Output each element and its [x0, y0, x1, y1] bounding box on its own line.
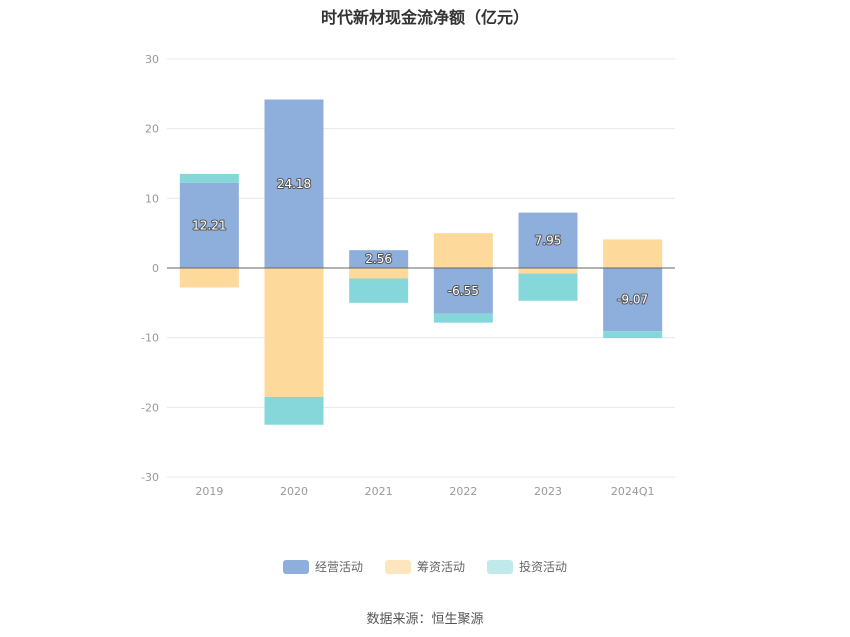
x-tick-label: 2019	[195, 485, 223, 498]
axis-ticks: 30 20 10 0 -10 -20 -30 2019 2020 2021 2022 2023 2024…	[141, 53, 654, 498]
legend-label-investing: 投资活动	[519, 560, 568, 574]
bar-2022-series-0[interactable]	[433, 268, 493, 314]
data-label-2021: 2.56	[365, 252, 392, 266]
legend-swatch-operating	[282, 559, 309, 574]
y-tick-label: 30	[145, 53, 159, 66]
legend-swatch-investing	[487, 559, 513, 574]
bar-2023-series-0[interactable]	[518, 212, 578, 268]
data-label-2020: 24.18	[277, 177, 311, 191]
x-tick-label: 2023	[534, 485, 562, 498]
data-source: 数据来源：恒生聚源	[366, 612, 484, 627]
x-tick-label: 2021	[365, 485, 393, 498]
y-tick-label: 20	[145, 123, 159, 136]
y-tick-label: -30	[141, 471, 159, 484]
data-labels: 12.21 24.18 2.56 -6.55 7.95 -9.07	[191, 176, 649, 308]
data-label-2022: -6.55	[448, 284, 479, 298]
bar-2020-series-2[interactable]	[264, 396, 324, 425]
x-tick-label: 2020	[280, 485, 308, 498]
legend-item-operating[interactable]: 经营活动	[282, 558, 363, 575]
bar-2020-series-0[interactable]	[264, 99, 324, 269]
legend-item-investing[interactable]: 投资活动	[487, 558, 567, 575]
bar-2019-series-1[interactable]	[179, 268, 239, 288]
bar-2019-series-0[interactable]	[179, 182, 239, 268]
legend-label-operating: 经营活动	[314, 560, 363, 574]
bar-chart: 12.21 24.18 2.56 -6.55 7.95 -9.07 30 20 10 0 -10 -…	[141, 53, 675, 498]
y-tick-label: -10	[141, 332, 159, 345]
bar-2024Q1-series-0[interactable]	[603, 268, 663, 332]
bar-2023-series-1[interactable]	[518, 268, 578, 274]
bar-2022-series-1[interactable]	[433, 233, 493, 268]
legend: 经营活动 筹资活动 投资活动	[0, 558, 850, 575]
y-tick-label: 0	[152, 262, 159, 275]
y-tick-label: 10	[145, 192, 159, 205]
bars	[179, 99, 663, 425]
bar-2021-series-2[interactable]	[349, 278, 409, 303]
y-tick-label: -20	[141, 401, 159, 414]
bar-2024Q1-series-1[interactable]	[603, 239, 663, 268]
bar-2020-series-1[interactable]	[264, 268, 324, 397]
bar-2021-series-1[interactable]	[349, 268, 409, 279]
data-label-2024Q1: -9.07	[617, 293, 648, 307]
bar-2021-series-0[interactable]	[349, 250, 409, 268]
data-label-2019: 12.21	[192, 218, 226, 232]
legend-swatch-financing	[384, 559, 411, 574]
x-tick-label: 2024Q1	[611, 485, 655, 498]
chart-title: 时代新材现金流净额（亿元）	[320, 8, 529, 27]
bar-2022-series-2[interactable]	[433, 313, 493, 323]
bar-2023-series-2[interactable]	[518, 273, 578, 301]
x-tick-label: 2022	[449, 485, 477, 498]
legend-item-financing[interactable]: 筹资活动	[384, 558, 465, 575]
legend-label-financing: 筹资活动	[416, 560, 465, 574]
bar-2019-series-2[interactable]	[179, 173, 239, 183]
bar-2024Q1-series-2[interactable]	[603, 331, 663, 339]
grid-lines	[167, 58, 675, 478]
data-label-2023: 7.95	[535, 233, 562, 247]
